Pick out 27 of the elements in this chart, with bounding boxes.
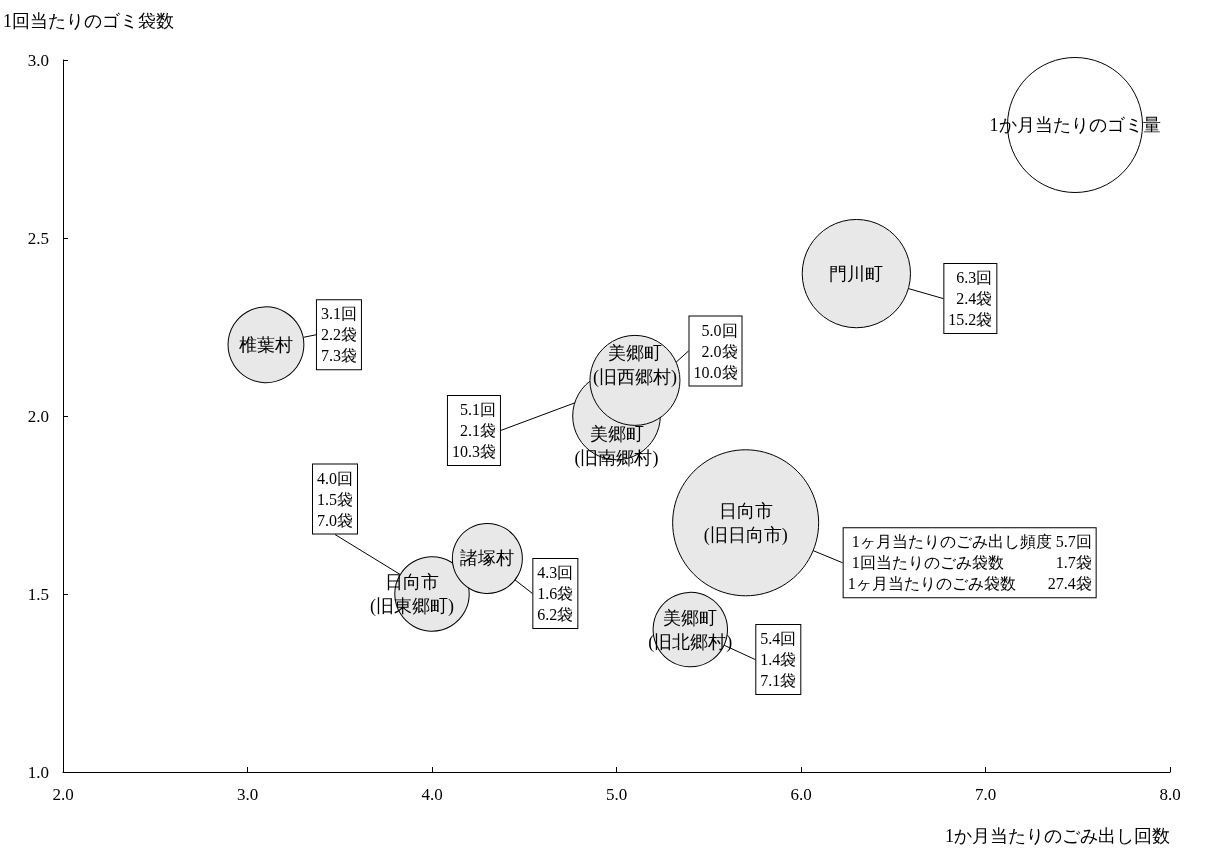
data-label: 5.0回 2.0袋 10.0袋 xyxy=(693,321,738,381)
data-label: 3.1回 2.2袋 7.3袋 xyxy=(320,305,357,365)
data-label: 6.3回 2.4袋 15.2袋 xyxy=(948,269,993,329)
data-label: 5.4回 1.4袋 7.1袋 xyxy=(760,630,797,690)
annotation: 美郷町 (旧西郷村) xyxy=(592,343,677,389)
x-tick-label: 7.0 xyxy=(974,785,997,804)
data-label: 1ヶ月当たりのごみ出し頻度 5.7回 1回当たりのごみ袋数 1.7袋 1ヶ月当たりのごみ袋数 27.4袋 xyxy=(847,533,1092,593)
y-tick-label: 1.5 xyxy=(27,584,49,604)
data-label: 4.0回 1.5袋 7.0袋 xyxy=(317,469,353,529)
x-tick-label: 2.0 xyxy=(52,785,74,804)
x-tick-label: 4.0 xyxy=(421,785,443,804)
x-tick-label: 8.0 xyxy=(1159,785,1181,804)
data-label: 5.1回 2.1袋 10.3袋 xyxy=(451,400,496,460)
annotation: 諸塚村 xyxy=(460,548,515,569)
y-tick-label: 1.0 xyxy=(27,762,49,782)
y-axis-title: 1回当たりのゴミ袋数 xyxy=(3,11,174,31)
annotation: 日向市 (旧日向市) xyxy=(703,500,788,546)
x-tick-label: 5.0 xyxy=(605,785,628,804)
x-tick-label: 3.0 xyxy=(236,785,259,804)
y-tick-label: 3.0 xyxy=(27,50,49,70)
y-tick-label: 2.5 xyxy=(27,228,49,248)
annotation: 椎葉村 xyxy=(238,334,293,355)
data-label: 4.3回 1.6袋 6.2袋 xyxy=(537,563,574,623)
annotation: 門川町 xyxy=(829,263,884,284)
x-axis-title: 1か月当たりのごみ出し回数 xyxy=(945,826,1170,846)
y-tick-label: 2.0 xyxy=(27,406,49,426)
x-tick-label: 6.0 xyxy=(790,785,812,804)
